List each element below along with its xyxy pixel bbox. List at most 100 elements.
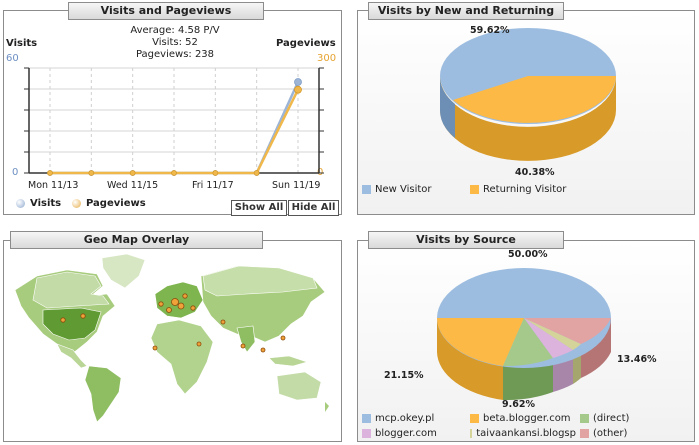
legend-beta-blogger: beta.blogger.com [470, 413, 571, 424]
x-label-sun: Sun 11/19 [272, 180, 321, 191]
legend-visits-toggle[interactable]: Visits [16, 198, 61, 209]
x-label-wed: Wed 11/15 [107, 180, 159, 191]
marker-asia-1[interactable] [240, 343, 246, 349]
show-all-button[interactable]: Show All [231, 200, 287, 216]
beta-blogger-swatch [470, 414, 479, 423]
new-visitor-swatch [362, 185, 371, 194]
south-america-shape [84, 365, 122, 423]
pie-slice-returning-visitor [453, 76, 616, 123]
source-pie [437, 268, 611, 401]
point-pageviews[interactable] [47, 170, 53, 176]
africa-shape [150, 319, 214, 395]
point-pageviews[interactable] [171, 170, 177, 176]
legend-new-visitor: New Visitor [362, 184, 432, 195]
point-pageviews[interactable] [212, 170, 219, 176]
source-slice-direct [503, 318, 553, 367]
point-pageviews[interactable] [88, 170, 95, 176]
right-axis-max: 300 [317, 53, 337, 64]
marker-africa-1[interactable] [152, 345, 158, 351]
returning-visitor-swatch [470, 185, 479, 194]
left-axis-min: 0 [12, 167, 19, 178]
marker-asia-4[interactable] [220, 319, 226, 325]
russia-shape [202, 265, 318, 297]
source-slice-taivaan [524, 318, 581, 350]
legend-returning-visitor-label: Returning Visitor [483, 184, 567, 195]
legend-beta-blogger-label: beta.blogger.com [483, 413, 571, 424]
right-axis-title: Pageviews [276, 38, 336, 49]
marker-europe-1[interactable] [171, 298, 179, 306]
india-shape [236, 325, 256, 353]
summary-visits: Visits: 52 [152, 37, 198, 48]
legend-pageviews-toggle[interactable]: Pageviews [72, 198, 146, 209]
point-pageviews[interactable] [129, 170, 136, 176]
mcp-swatch [362, 414, 371, 423]
indonesia-shape [268, 355, 309, 367]
marker-northamerica-2[interactable] [80, 313, 86, 319]
canada-shape [32, 271, 110, 309]
source-slice-beta [437, 318, 524, 366]
left-axis-title: Visits [6, 38, 38, 49]
pie-depth-returning [440, 76, 616, 161]
pageviews-marker-icon [72, 199, 81, 208]
legend-pageviews-label: Pageviews [86, 198, 146, 209]
pie-label-returning: 40.38% [515, 167, 555, 178]
legend-new-visitor-label: New Visitor [375, 184, 432, 195]
source-label-bottom: 9.62% [502, 399, 535, 410]
visits-marker-icon [16, 199, 25, 208]
marker-europe-4[interactable] [182, 293, 188, 299]
x-label-fri: Fri 11/17 [192, 180, 234, 191]
other-swatch [580, 429, 589, 438]
marker-europe-2[interactable] [177, 302, 185, 310]
legend-direct-label: (direct) [593, 413, 630, 424]
marker-africa-2[interactable] [196, 341, 202, 347]
point-pageviews[interactable] [294, 85, 302, 94]
blogger-swatch [362, 429, 371, 438]
summary-average: Average: 4.58 P/V [130, 25, 220, 36]
hide-all-button[interactable]: Hide All [288, 200, 339, 216]
x-label-mon: Mon 11/13 [28, 180, 79, 191]
marker-europe-3[interactable] [166, 307, 172, 313]
central-america-shape [56, 343, 88, 369]
legend-direct: (direct) [580, 413, 629, 424]
point-visits[interactable] [294, 78, 302, 86]
legend-taivaankansi-label: taivaankansi.blogsp [476, 428, 576, 439]
greenland-shape [101, 253, 146, 289]
marker-asia-2[interactable] [260, 347, 266, 353]
visits-pageviews-chart [24, 67, 324, 176]
legend-taivaankansi: taivaankansi.blogsp [470, 428, 576, 439]
marker-europe-6[interactable] [190, 305, 196, 311]
australia-shape [276, 371, 322, 401]
usa-shape [42, 307, 102, 341]
taivaankansi-swatch [470, 429, 473, 438]
location-markers[interactable] [60, 293, 286, 353]
legend-returning-visitor: Returning Visitor [470, 184, 566, 195]
new-zealand-shape [325, 402, 329, 412]
source-label-top: 50.00% [508, 249, 548, 260]
marker-asia-3[interactable] [280, 335, 286, 341]
legend-mcp-label: mcp.okey.pl [375, 413, 435, 424]
new-returning-pie [439, 28, 616, 161]
source-depth-direct [503, 358, 553, 401]
new-returning-title: Visits by New and Returning [368, 2, 564, 20]
legend-blogger: blogger.com [362, 428, 437, 439]
source-label-right: 13.46% [617, 354, 657, 365]
marker-northamerica-1[interactable] [60, 317, 66, 323]
source-depth-beta [437, 318, 503, 400]
world-map[interactable] [7, 250, 337, 428]
visits-pageviews-title: Visits and Pageviews [68, 2, 264, 20]
pie-depth-new [439, 76, 455, 138]
source-title: Visits by Source [368, 231, 564, 249]
legend-other-label: (other) [593, 428, 628, 439]
marker-europe-5[interactable] [158, 301, 164, 307]
legend-mcp: mcp.okey.pl [362, 413, 434, 424]
legend-visits-label: Visits [30, 198, 62, 209]
pie-label-new: 59.62% [470, 25, 510, 36]
legend-other: (other) [580, 428, 627, 439]
direct-swatch [580, 414, 589, 423]
source-slice-other [524, 318, 611, 344]
europe-shape [154, 281, 204, 319]
point-pageviews[interactable] [253, 170, 260, 176]
source-label-left: 21.15% [384, 370, 424, 381]
summary-pageviews: Pageviews: 238 [135, 49, 215, 60]
source-slice-blogger [524, 318, 573, 358]
